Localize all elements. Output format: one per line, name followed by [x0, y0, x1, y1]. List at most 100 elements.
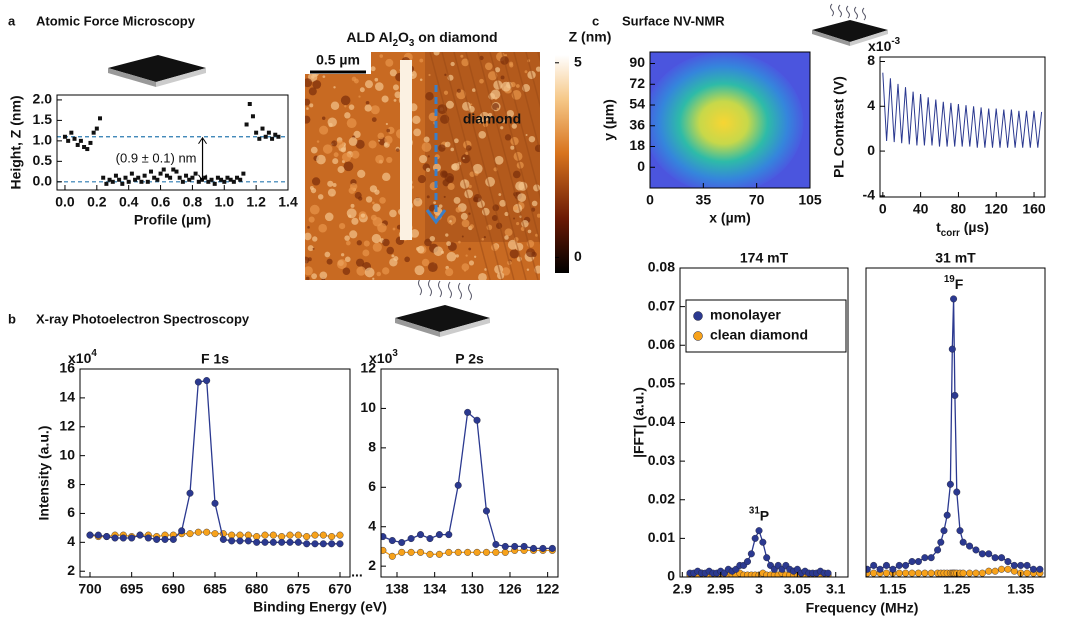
- marker: [991, 554, 999, 562]
- afm-texture: [500, 126, 504, 130]
- afm-texture: [327, 188, 336, 197]
- afm-texture: [356, 266, 366, 276]
- point: [219, 177, 224, 182]
- marker: [186, 530, 194, 538]
- afm-texture: [386, 246, 395, 255]
- y-axis-label: |FFT| (a.u.): [631, 387, 647, 458]
- afm-texture: [359, 87, 365, 93]
- y-tick-label: 0.01: [648, 529, 675, 545]
- marker: [1017, 561, 1025, 569]
- afm-texture: [343, 161, 354, 172]
- afm-texture: [504, 228, 513, 237]
- point: [257, 136, 262, 141]
- marker: [492, 548, 500, 556]
- axes-frame: [56, 94, 289, 191]
- marker: [169, 535, 177, 543]
- afm-texture: [461, 153, 471, 164]
- y-tick-label: -4: [863, 187, 876, 203]
- marker: [261, 531, 269, 539]
- marker: [882, 561, 890, 569]
- afm-texture: [404, 256, 410, 263]
- afm-texture: [385, 58, 394, 67]
- marker: [998, 554, 1006, 562]
- axis-break: ...: [351, 564, 363, 580]
- point: [196, 179, 201, 184]
- afm-texture: [455, 254, 459, 258]
- region-label: diamond: [463, 111, 521, 127]
- afm-streak: [501, 52, 540, 200]
- marker: [751, 534, 759, 542]
- marker: [303, 540, 311, 548]
- afm-texture: [509, 249, 519, 259]
- afm-texture: [389, 209, 397, 218]
- afm-streak: [525, 52, 540, 109]
- marker: [914, 558, 922, 566]
- marker: [895, 569, 903, 577]
- afm-texture: [354, 78, 359, 84]
- point: [98, 116, 103, 121]
- marker: [889, 565, 897, 573]
- point: [228, 177, 233, 182]
- afm-texture: [419, 78, 423, 82]
- afm-texture: [363, 240, 370, 247]
- afm-texture: [472, 116, 477, 121]
- afm-streak: [453, 52, 515, 280]
- afm-texture: [419, 58, 424, 63]
- axes-frame: [380, 368, 559, 578]
- marker: [972, 546, 980, 554]
- afm-texture: [444, 141, 451, 148]
- point: [104, 181, 109, 186]
- afm-texture: [392, 84, 399, 91]
- marker: [763, 554, 771, 562]
- annotation: (0.9 ± 0.1) nm: [116, 151, 197, 166]
- afm-texture: [368, 140, 377, 149]
- point: [206, 179, 211, 184]
- device-icon: [812, 3, 888, 46]
- x-tick-label: 685: [203, 581, 227, 597]
- chart-title: F 1s: [201, 351, 229, 367]
- afm-texture: [350, 183, 358, 191]
- marker: [482, 507, 490, 515]
- afm-texture: [375, 82, 384, 91]
- afm-texture: [515, 181, 525, 191]
- afm-texture: [316, 140, 320, 143]
- point: [148, 169, 153, 174]
- marker: [948, 345, 956, 353]
- plot-area: [686, 527, 832, 577]
- y-tick-label: 0.5: [33, 152, 53, 168]
- afm-texture: [370, 66, 376, 72]
- afm-texture: [330, 101, 340, 110]
- afm-texture: [446, 251, 457, 262]
- afm-texture: [344, 105, 347, 108]
- afm-texture: [491, 214, 498, 222]
- afm-texture: [528, 135, 536, 143]
- marker: [398, 548, 406, 556]
- afm-texture: [355, 258, 365, 267]
- axis-exponent-part: x10: [369, 350, 393, 366]
- marker: [86, 531, 94, 539]
- afm-texture: [389, 258, 398, 267]
- x-tick-label: 3.1: [826, 581, 846, 597]
- legend-marker: [693, 311, 703, 321]
- afm-texture: [461, 219, 470, 228]
- y-tick-label: 4: [867, 97, 875, 113]
- afm-texture: [393, 98, 397, 102]
- marker: [921, 569, 929, 577]
- point: [142, 173, 147, 178]
- afm-texture: [425, 167, 431, 172]
- y-tick-label: 8: [368, 439, 376, 455]
- afm-texture: [474, 255, 477, 258]
- axis-exponent-part: -3: [891, 36, 900, 47]
- marker: [759, 538, 767, 546]
- point: [187, 177, 192, 182]
- x-tick-label: 1.25: [943, 581, 970, 597]
- marker: [744, 558, 752, 566]
- afm-texture: [360, 213, 366, 218]
- device-icon: [395, 278, 490, 337]
- marker: [978, 569, 986, 577]
- marker: [866, 565, 871, 573]
- point: [69, 130, 74, 135]
- plot-area: [381, 408, 556, 560]
- point: [155, 177, 160, 182]
